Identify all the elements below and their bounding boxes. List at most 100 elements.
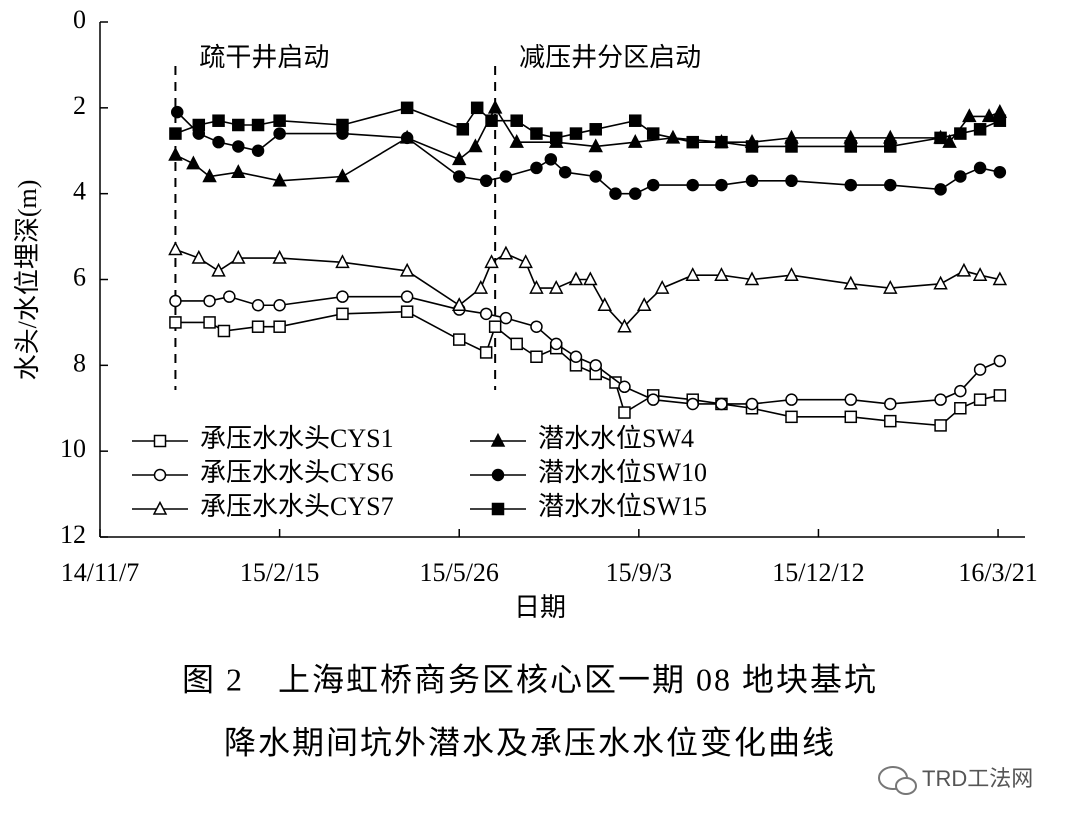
data-point xyxy=(628,114,642,127)
x-tick-label: 15/9/3 xyxy=(606,558,672,587)
data-point xyxy=(993,114,1007,127)
data-point xyxy=(646,178,660,192)
x-tick-label: 15/12/12 xyxy=(772,558,864,587)
data-point xyxy=(954,127,967,140)
data-point xyxy=(685,267,700,281)
data-point xyxy=(223,290,236,303)
data-point xyxy=(499,170,513,183)
x-tick-label: 14/11/7 xyxy=(61,558,139,587)
data-point xyxy=(884,140,897,153)
data-point xyxy=(686,135,699,149)
data-point xyxy=(484,254,499,269)
data-point xyxy=(400,305,414,318)
annotation: 疏干井启动 xyxy=(199,43,329,72)
series-line xyxy=(175,295,1001,405)
data-point xyxy=(212,114,225,127)
data-point xyxy=(933,275,948,290)
legend-marker xyxy=(153,468,167,482)
data-point xyxy=(844,410,858,424)
legend-label: 潜水水位SW4 xyxy=(538,424,694,453)
data-point xyxy=(217,324,231,338)
data-point xyxy=(170,105,184,119)
x-tick-label: 16/3/21 xyxy=(958,558,1037,587)
data-point xyxy=(972,267,988,281)
data-point xyxy=(192,118,206,132)
data-point xyxy=(785,174,798,188)
data-point xyxy=(618,406,631,419)
data-point xyxy=(956,262,972,277)
y-tick-label: 2 xyxy=(73,91,86,120)
data-point xyxy=(232,118,245,132)
series-line xyxy=(175,310,1001,427)
y-tick-label: 10 xyxy=(60,434,86,463)
legend-label: 承压水水头CYS1 xyxy=(200,424,394,453)
data-point xyxy=(884,397,897,411)
data-point xyxy=(583,271,598,286)
data-point xyxy=(485,114,498,127)
caption: 降水期间坑外潜水及承压水水位变化曲线 xyxy=(224,724,836,760)
data-point xyxy=(232,140,245,153)
data-point xyxy=(954,384,967,398)
y-axis-label: 水头/水位埋深(m) xyxy=(13,180,42,381)
data-point xyxy=(973,363,987,376)
data-point xyxy=(715,397,728,411)
watermark: TRD工法网 xyxy=(922,766,1033,791)
data-point xyxy=(336,118,349,132)
data-point xyxy=(452,170,466,183)
data-point xyxy=(400,131,414,145)
series-line xyxy=(176,111,1001,195)
data-point xyxy=(785,410,798,424)
data-point xyxy=(452,333,466,346)
data-point xyxy=(169,127,182,140)
data-point xyxy=(399,262,415,277)
data-point xyxy=(169,294,182,308)
y-tick-label: 4 xyxy=(73,177,86,206)
data-point xyxy=(336,290,349,303)
data-point xyxy=(203,316,216,329)
data-point xyxy=(251,320,265,333)
data-point xyxy=(981,108,997,123)
y-tick-label: 6 xyxy=(73,262,86,291)
data-point xyxy=(569,127,583,140)
data-point xyxy=(628,134,643,148)
data-point xyxy=(934,393,947,406)
data-point xyxy=(589,359,602,372)
data-point xyxy=(589,123,602,136)
data-point xyxy=(636,297,652,311)
data-point xyxy=(715,178,728,192)
data-point xyxy=(569,350,583,363)
data-point xyxy=(549,131,563,145)
data-point xyxy=(231,164,246,178)
data-point xyxy=(628,187,642,200)
data-point xyxy=(468,138,483,153)
data-point xyxy=(993,389,1007,402)
data-point xyxy=(784,267,799,281)
data-point xyxy=(169,316,182,329)
legend-marker xyxy=(490,432,506,447)
data-point xyxy=(473,279,489,294)
data-point xyxy=(588,138,603,153)
data-point xyxy=(470,101,484,115)
data-point xyxy=(609,187,622,200)
data-point xyxy=(745,174,759,188)
data-point xyxy=(597,297,612,311)
data-point xyxy=(686,178,699,192)
data-point xyxy=(272,172,287,187)
legend-marker xyxy=(491,502,505,516)
legend-marker xyxy=(491,468,505,482)
data-point xyxy=(211,262,226,277)
data-point xyxy=(934,419,947,432)
legend-label: 潜水水位SW10 xyxy=(538,458,707,487)
legend-label: 承压水水头CYS6 xyxy=(200,458,394,487)
data-point xyxy=(202,168,217,183)
data-point xyxy=(251,144,265,157)
series-line xyxy=(175,106,1001,148)
data-point xyxy=(973,393,987,406)
y-tick-label: 8 xyxy=(73,348,86,377)
data-point xyxy=(745,397,759,411)
data-point xyxy=(451,297,467,311)
data-point xyxy=(744,271,760,286)
data-point xyxy=(549,337,563,351)
